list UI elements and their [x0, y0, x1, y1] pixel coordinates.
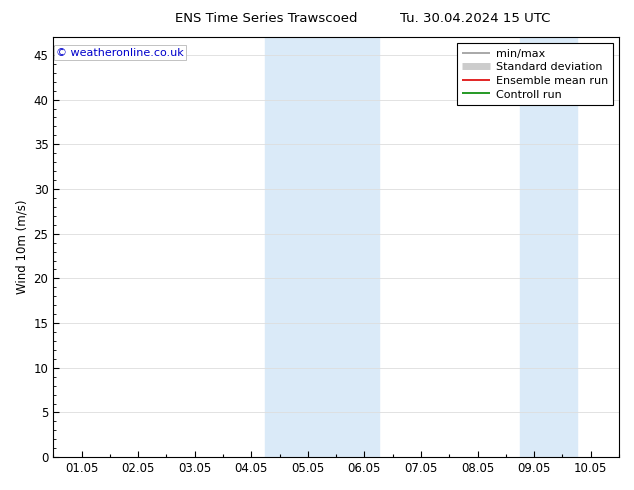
- Text: ENS Time Series Trawscoed: ENS Time Series Trawscoed: [175, 12, 358, 25]
- Text: © weatheronline.co.uk: © weatheronline.co.uk: [56, 48, 184, 57]
- Legend: min/max, Standard deviation, Ensemble mean run, Controll run: min/max, Standard deviation, Ensemble me…: [456, 43, 614, 105]
- Text: Tu. 30.04.2024 15 UTC: Tu. 30.04.2024 15 UTC: [400, 12, 551, 25]
- Y-axis label: Wind 10m (m/s): Wind 10m (m/s): [15, 200, 28, 294]
- Bar: [266, 37, 378, 457]
- Bar: [520, 37, 576, 457]
